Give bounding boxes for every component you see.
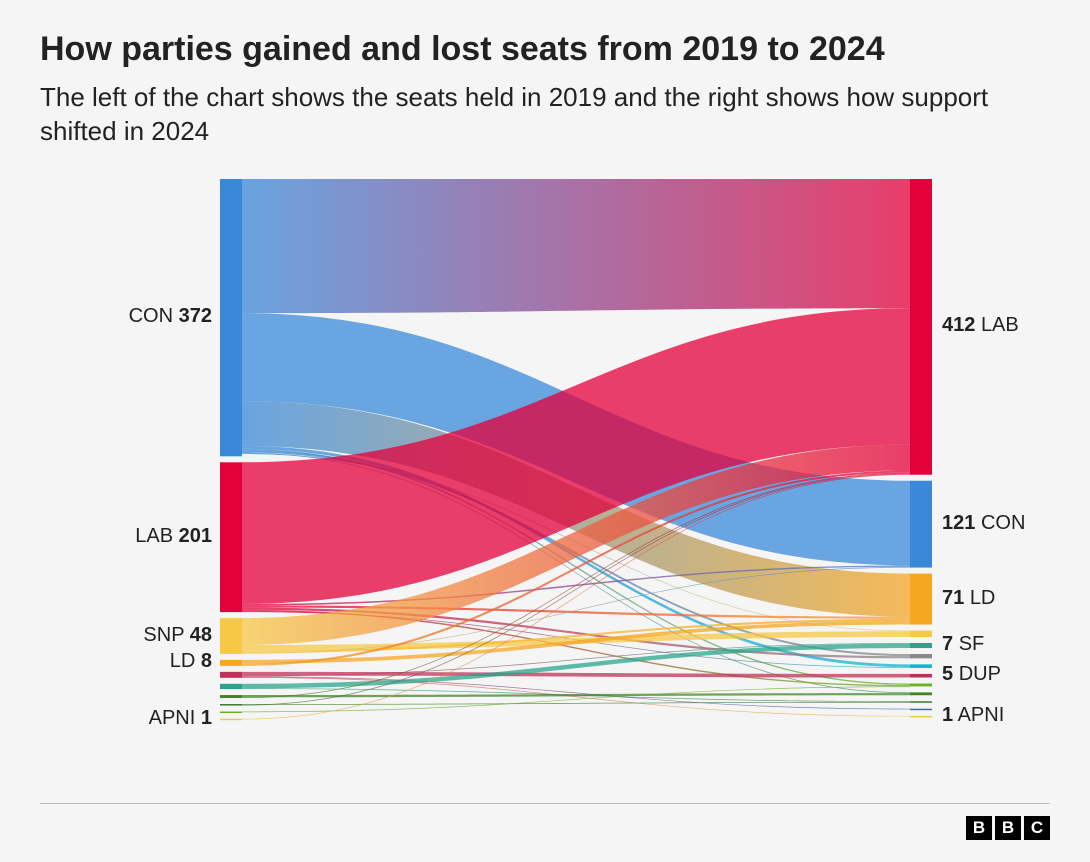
bbc-logo-letter: B: [995, 816, 1021, 840]
sankey-node: [910, 573, 932, 624]
left-node-label: LAB 201: [135, 525, 212, 548]
sankey-node: [220, 462, 242, 612]
right-node-label: 412 LAB: [942, 314, 1019, 337]
sankey-node: [910, 674, 932, 678]
party-value: 121: [942, 512, 975, 534]
bbc-logo: B B C: [966, 816, 1050, 840]
party-value: 71: [942, 587, 964, 609]
party-name: APNI: [149, 707, 196, 729]
sankey-node: [910, 179, 932, 475]
sankey-node: [220, 659, 242, 665]
party-value: 5: [942, 663, 953, 685]
chart-footer: B B C: [40, 803, 1050, 840]
chart-subtitle: The left of the chart shows the seats he…: [40, 81, 1050, 149]
party-value: 201: [179, 525, 212, 547]
sankey-node: [220, 718, 242, 720]
left-node-label: APNI 1: [149, 707, 212, 730]
sankey-node: [220, 618, 242, 654]
right-node-label: 5 DUP: [942, 663, 1001, 686]
sankey-flow: [242, 179, 910, 313]
party-value: 1: [201, 707, 212, 729]
sankey-node: [220, 683, 242, 688]
bbc-logo-letter: C: [1024, 816, 1050, 840]
right-node-label: 121 CON: [942, 512, 1025, 535]
party-value: 1: [942, 704, 953, 726]
right-node-label: 1 APNI: [942, 704, 1004, 727]
party-name: CON: [981, 512, 1025, 534]
party-name: SF: [959, 633, 985, 655]
party-name: SNP: [143, 624, 184, 646]
party-name: DUP: [959, 663, 1001, 685]
party-value: 8: [201, 650, 212, 672]
sankey-node: [220, 704, 242, 706]
party-name: LAB: [981, 314, 1019, 336]
sankey-flow: [242, 702, 910, 705]
chart-title: How parties gained and lost seats from 2…: [40, 30, 1050, 69]
party-value: 412: [942, 314, 975, 336]
party-name: LD: [170, 650, 196, 672]
sankey-node: [910, 480, 932, 567]
party-value: 372: [179, 305, 212, 327]
bbc-logo-letter: B: [966, 816, 992, 840]
right-node-label: 7 SF: [942, 633, 984, 656]
sankey-node: [910, 708, 932, 710]
right-node-label: 71 LD: [942, 587, 995, 610]
sankey-node: [910, 643, 932, 648]
sankey-node: [220, 179, 242, 456]
sankey-node: [910, 683, 932, 686]
party-name: APNI: [958, 704, 1005, 726]
party-value: 48: [190, 624, 212, 646]
sankey-node: [220, 695, 242, 698]
left-node-label: LD 8: [170, 650, 212, 673]
left-node-label: CON 372: [129, 305, 212, 328]
sankey-node: [910, 664, 932, 668]
sankey-node: [910, 654, 932, 658]
party-name: LAB: [135, 525, 173, 547]
sankey-node: [910, 715, 932, 717]
party-value: 7: [942, 633, 953, 655]
party-name: LD: [970, 587, 996, 609]
sankey-chart: CON 372 LAB 201 SNP 48 LD 8 APNI 1 412 LAB 121…: [40, 179, 1050, 759]
party-name: CON: [129, 305, 173, 327]
sankey-node: [910, 701, 932, 703]
sankey-node: [910, 692, 932, 695]
sankey-node: [910, 630, 932, 636]
left-node-label: SNP 48: [143, 624, 212, 647]
sankey-flow: [242, 686, 910, 712]
sankey-node: [220, 711, 242, 713]
sankey-node: [220, 671, 242, 677]
